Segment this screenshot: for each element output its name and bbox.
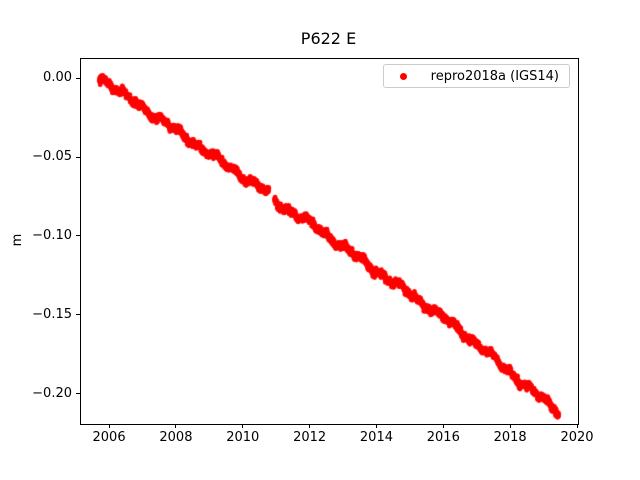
- y-tick-mark: [76, 77, 80, 79]
- legend-marker-icon: [399, 72, 407, 80]
- x-tick-mark: [576, 424, 578, 428]
- legend: repro2018a (IGS14): [382, 64, 570, 88]
- y-tick-mark: [76, 156, 80, 158]
- x-tick-label: 2012: [293, 430, 327, 445]
- plot-area: repro2018a (IGS14): [80, 58, 579, 425]
- x-tick-mark: [509, 424, 511, 428]
- x-tick-label: 2006: [92, 430, 126, 445]
- x-tick-label: 2008: [159, 430, 193, 445]
- y-tick-label: −0.15: [32, 306, 72, 322]
- x-tick-mark: [375, 424, 377, 428]
- y-tick-mark: [76, 314, 80, 316]
- y-tick-mark: [76, 235, 80, 237]
- x-tick-label: 2014: [359, 430, 393, 445]
- x-tick-label: 2016: [426, 430, 460, 445]
- x-tick-mark: [442, 424, 444, 428]
- chart-title: P622 E: [300, 29, 357, 48]
- y-tick-label: −0.20: [32, 385, 72, 401]
- x-tick-label: 2020: [560, 430, 594, 445]
- x-tick-label: 2010: [226, 430, 260, 445]
- legend-label: repro2018a (IGS14): [430, 68, 559, 84]
- y-tick-label: −0.05: [32, 149, 72, 165]
- y-tick-label: −0.10: [32, 227, 72, 243]
- x-tick-mark: [175, 424, 177, 428]
- x-tick-mark: [309, 424, 311, 428]
- x-tick-mark: [242, 424, 244, 428]
- x-tick-label: 2018: [493, 430, 527, 445]
- y-tick-label: 0.00: [43, 70, 72, 86]
- scatter-canvas: [81, 59, 578, 424]
- y-tick-mark: [76, 393, 80, 395]
- x-tick-mark: [108, 424, 110, 428]
